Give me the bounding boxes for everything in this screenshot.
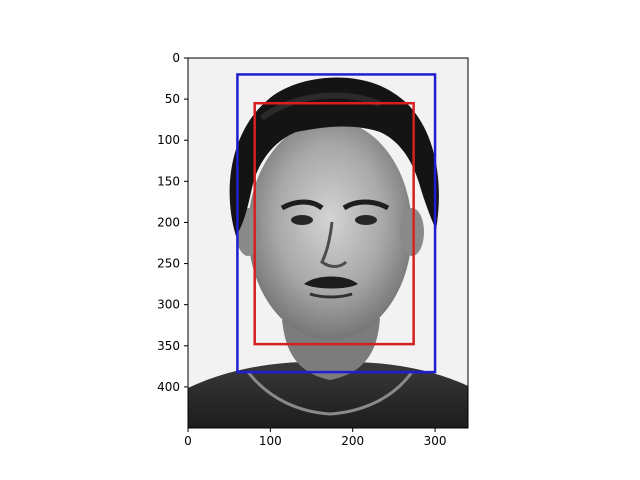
y-tick-label: 300 xyxy=(157,298,180,312)
y-tick-label: 50 xyxy=(165,92,180,106)
y-tick-label: 400 xyxy=(157,380,180,394)
y-tick-label: 200 xyxy=(157,215,180,229)
outer-box xyxy=(236,73,437,374)
x-tick-label: 0 xyxy=(184,434,192,448)
hair-shape xyxy=(229,77,439,236)
shirt-shape xyxy=(188,361,468,428)
right-eye xyxy=(355,215,377,225)
x-tick-label: 100 xyxy=(259,434,282,448)
y-tick-label: 100 xyxy=(157,133,180,147)
portrait-photo xyxy=(188,58,468,428)
y-tick-label: 0 xyxy=(172,51,180,65)
x-tick-label: 300 xyxy=(424,434,447,448)
left-eye xyxy=(291,215,313,225)
y-tick-label: 250 xyxy=(157,257,180,271)
x-axis: 0 100 200 300 xyxy=(184,428,447,448)
mustache-shape xyxy=(304,276,358,289)
x-tick-label: 200 xyxy=(341,434,364,448)
y-axis: 0 50 100 150 200 250 300 350 400 xyxy=(157,51,188,394)
inner-box xyxy=(253,101,415,346)
y-tick-label: 150 xyxy=(157,174,180,188)
axes-frame xyxy=(187,57,469,429)
y-tick-label: 350 xyxy=(157,339,180,353)
